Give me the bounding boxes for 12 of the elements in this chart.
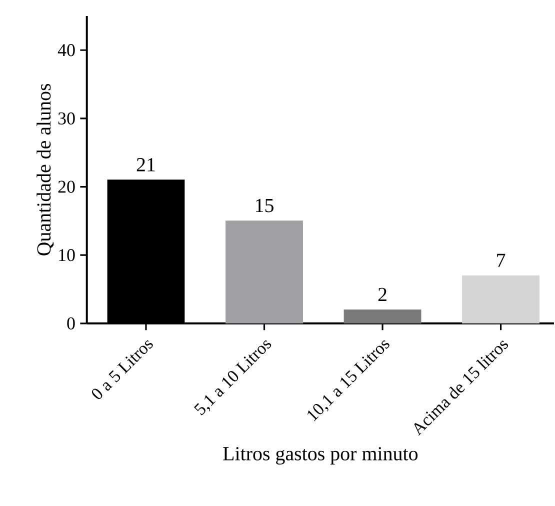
data-label: 7 [497,254,506,267]
y-tick-label: 20 [58,180,75,193]
x-axis-title: Litros gastos por minuto [223,446,418,465]
data-label: 2 [378,288,386,302]
y-tick-label: 30 [58,112,75,124]
y-axis-title: Quantidade de alunos [36,84,54,256]
data-label: 15 [256,198,274,212]
y-tick-label: 10 [59,248,75,262]
y-tick-label: 0 [67,317,75,330]
y-tick-label: 40 [58,44,75,56]
bar [344,309,422,324]
data-label: 21 [136,158,155,172]
